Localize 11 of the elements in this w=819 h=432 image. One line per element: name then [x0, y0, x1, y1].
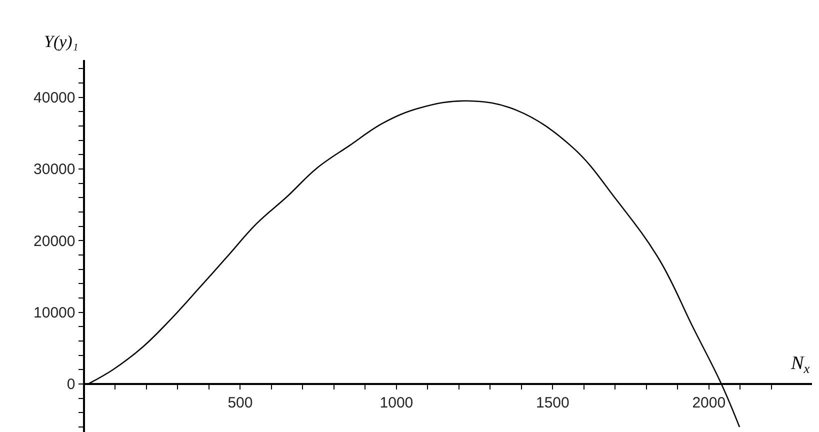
x-tick-label: 1500	[536, 394, 570, 412]
y-tick-label: 0	[66, 376, 76, 394]
y-tick-label: 30000	[34, 161, 76, 178]
x-tick-label: 2000	[692, 394, 726, 412]
x-tick-label: 500	[228, 394, 253, 412]
y-tick-label: 10000	[34, 304, 76, 322]
y-tick-label: 40000	[34, 90, 76, 107]
y-tick-label: 20000	[34, 232, 76, 250]
x-axis-title: N$_{x}$	[790, 353, 810, 376]
x-tick-label: 1000	[380, 394, 414, 412]
y-axis-title: Y(y)₁	[44, 32, 78, 51]
